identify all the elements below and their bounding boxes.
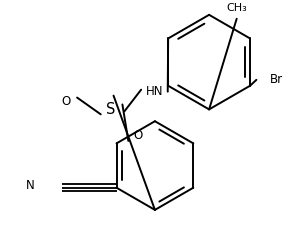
Text: S: S [106,102,115,117]
Text: O: O [134,129,143,142]
Text: HN: HN [146,85,164,98]
Text: Br: Br [270,73,283,86]
Text: N: N [25,179,34,192]
Text: O: O [62,95,71,108]
Text: CH₃: CH₃ [226,3,247,13]
